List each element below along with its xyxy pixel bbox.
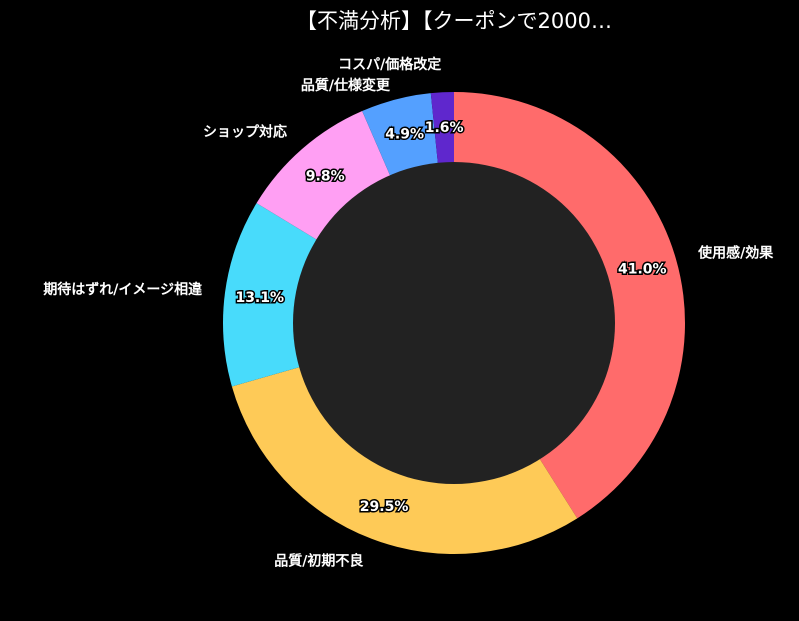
category-label-5: 品質/仕様変更 xyxy=(301,77,391,94)
category-label-4: ショップ対応 xyxy=(203,123,287,140)
percent-label-5: 4.9% xyxy=(385,126,424,142)
percent-labels: 41.0% 29.5% 13.1% 9.8% 4.9% 1.6% xyxy=(234,119,668,517)
category-label-6: コスパ/価格改定 xyxy=(338,56,441,73)
donut-hole xyxy=(293,162,615,484)
percent-label-1: 41.0% xyxy=(618,262,667,278)
percent-label-4: 9.8% xyxy=(306,168,345,184)
chart-title: 【不満分析】【クーポンで2000… xyxy=(296,9,612,33)
percent-label-6: 1.6% xyxy=(425,120,464,136)
category-label-3: 期待はずれ/イメージ相違 xyxy=(43,281,202,298)
category-label-1: 使用感/効果 xyxy=(697,244,774,261)
percent-label-3: 13.1% xyxy=(235,290,284,306)
percent-label-2: 29.5% xyxy=(360,499,409,515)
category-label-2: 品質/初期不良 xyxy=(274,552,363,569)
